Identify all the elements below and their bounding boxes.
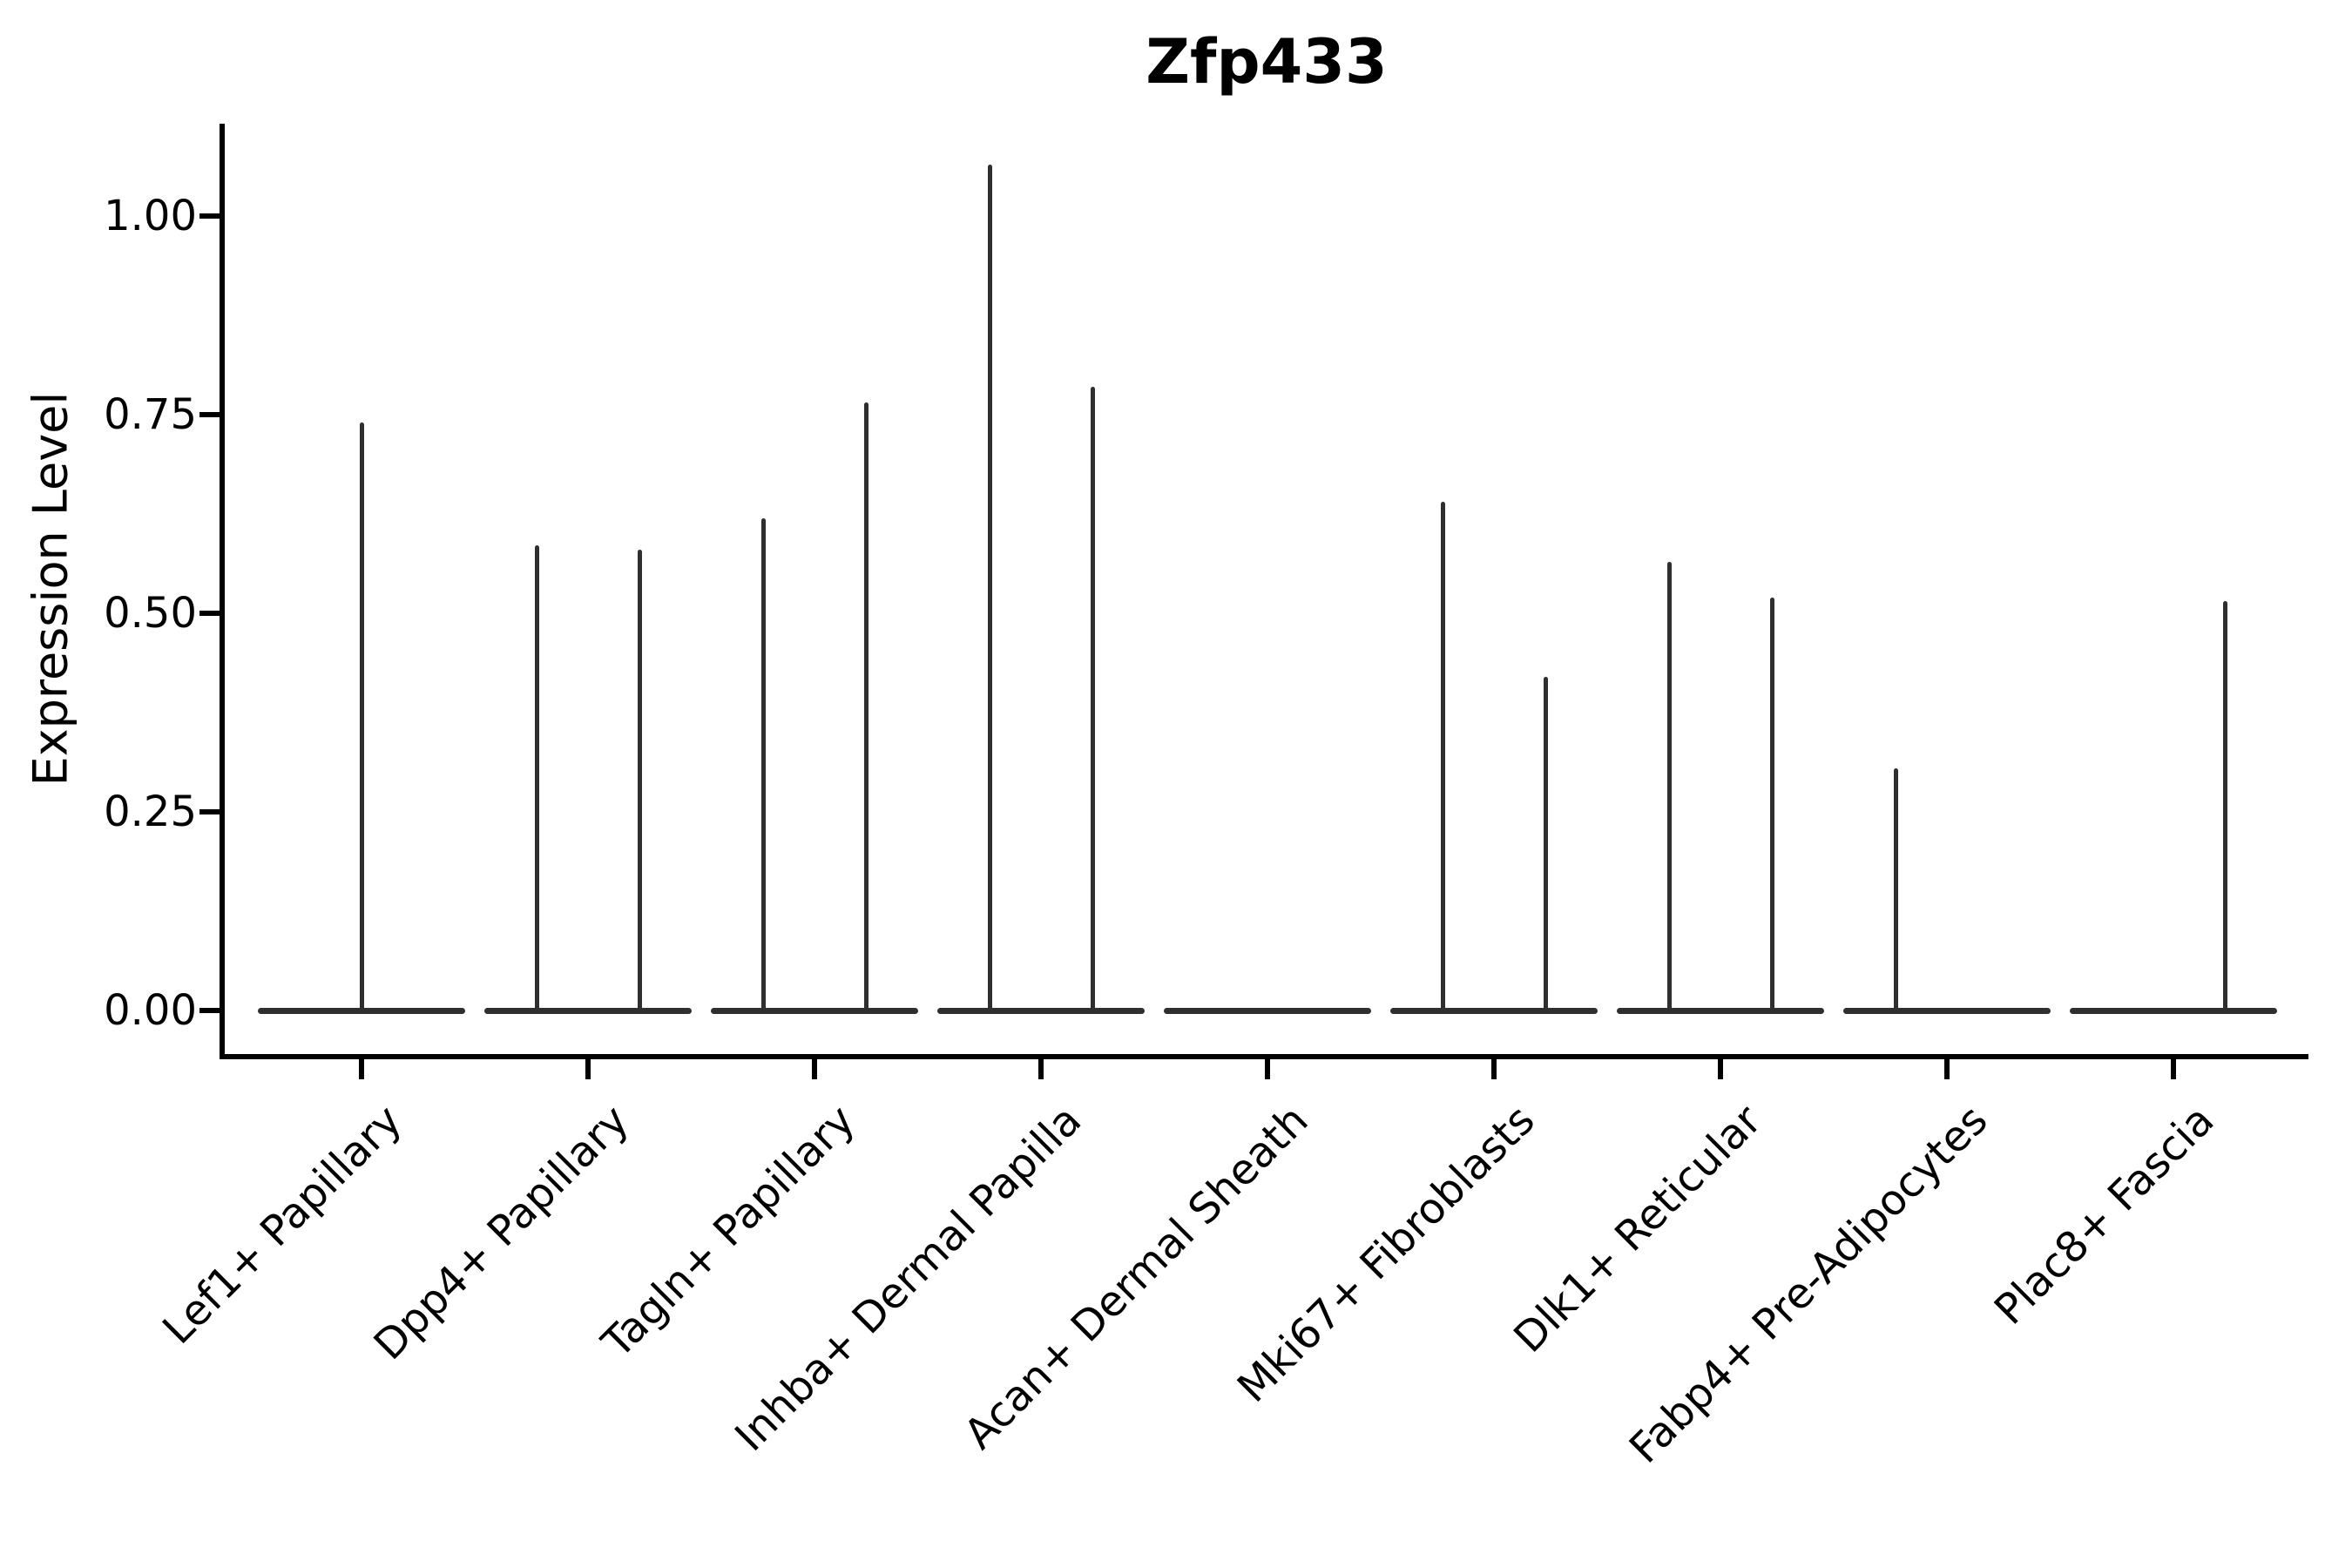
violin-spike <box>1440 502 1445 1014</box>
y-tick-label: 1.00 <box>104 192 197 240</box>
violin-baseline <box>1164 1007 1371 1014</box>
x-tick-label: Fabp4+ Pre-Adipocytes <box>1619 1096 1997 1473</box>
violin-baseline <box>2070 1007 2277 1014</box>
y-tick-mark <box>199 611 220 616</box>
violin-spike <box>1543 676 1548 1014</box>
x-tick-mark <box>1944 1059 1950 1079</box>
violin-baseline <box>711 1007 918 1014</box>
y-tick-mark <box>199 809 220 814</box>
x-tick-mark <box>359 1059 364 1079</box>
violin-spike <box>359 422 364 1014</box>
violin-spike <box>637 550 642 1014</box>
y-tick-mark <box>199 412 220 417</box>
y-tick-mark <box>199 1008 220 1013</box>
violin-baseline <box>1390 1007 1598 1014</box>
violin-baseline <box>937 1007 1145 1014</box>
x-tick-mark <box>585 1059 591 1079</box>
x-tick-mark <box>1491 1059 1497 1079</box>
y-axis-spine <box>220 124 225 1059</box>
violin-spike <box>760 517 766 1014</box>
x-axis-spine <box>220 1054 2308 1059</box>
y-tick-label: 0.75 <box>104 390 197 439</box>
x-tick-mark <box>1718 1059 1723 1079</box>
violin-spike <box>2222 601 2227 1014</box>
x-tick-label: Dlk1+ Reticular <box>1504 1096 1771 1362</box>
violin-spike <box>1769 597 1774 1014</box>
y-tick-label: 0.50 <box>104 589 197 638</box>
x-tick-mark <box>2171 1059 2176 1079</box>
violin-baseline <box>484 1007 692 1014</box>
x-tick-mark <box>1265 1059 1270 1079</box>
violin-baseline <box>1617 1007 1824 1014</box>
x-tick-label: Lef1+ Papillary <box>153 1096 412 1354</box>
violin-spike <box>987 164 992 1014</box>
x-tick-mark <box>812 1059 817 1079</box>
y-tick-mark <box>199 213 220 219</box>
violin-spike <box>1090 387 1095 1014</box>
violin-spike <box>1666 561 1672 1014</box>
y-tick-label: 0.25 <box>104 787 197 836</box>
y-tick-label: 0.00 <box>104 986 197 1035</box>
x-tick-mark <box>1038 1059 1044 1079</box>
x-tick-label: Plac8+ Fascia <box>1985 1096 2224 1335</box>
violin-spike <box>1893 767 1898 1014</box>
violin-spike <box>863 402 868 1014</box>
violin-spike <box>534 545 539 1014</box>
plot-title: Zfp433 <box>1146 26 1388 98</box>
violin-baseline <box>1843 1007 2051 1014</box>
